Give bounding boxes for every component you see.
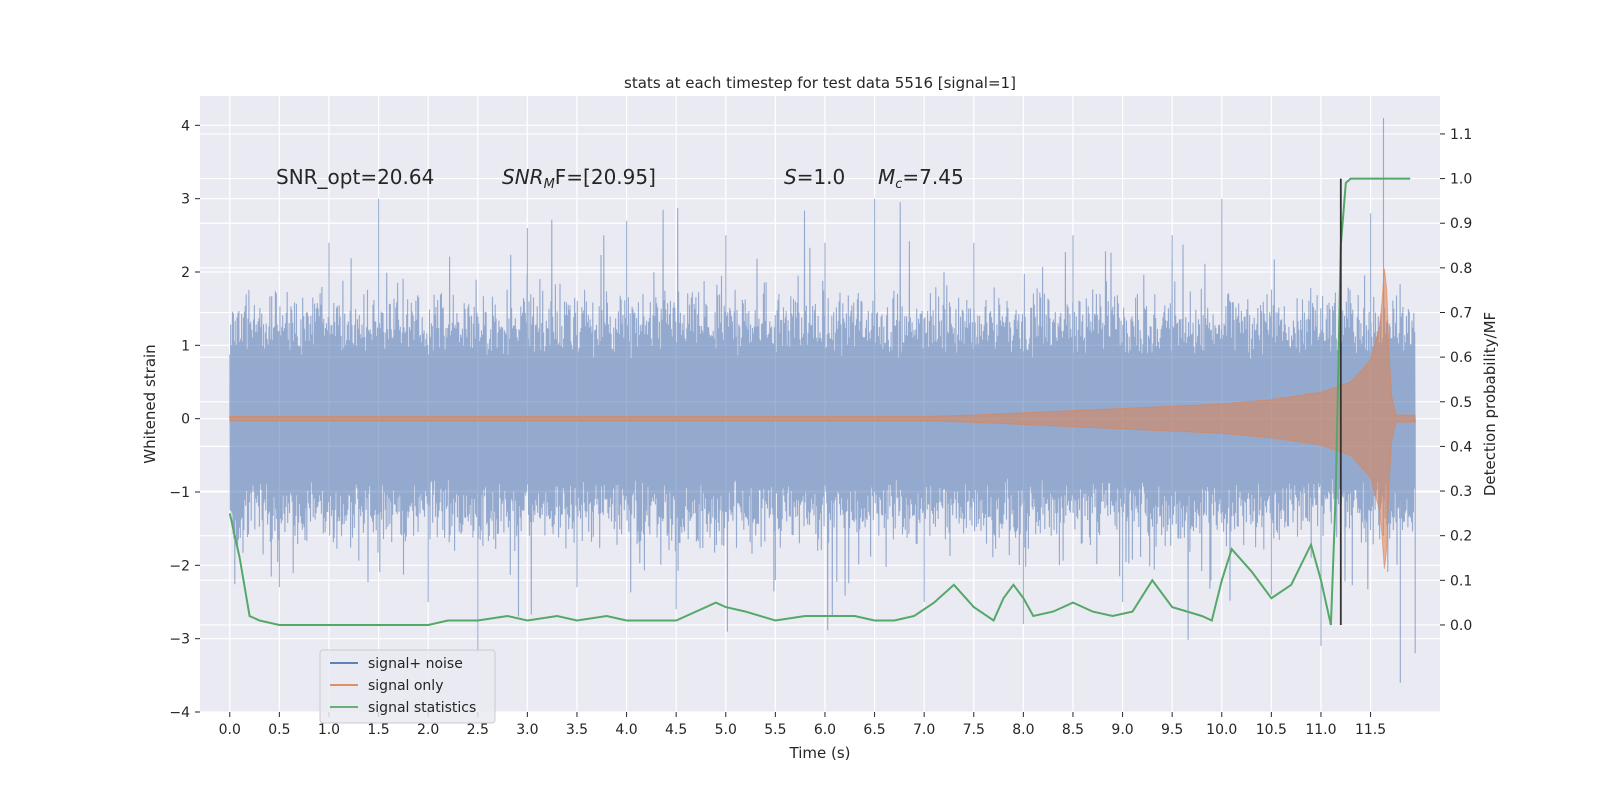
legend-label-signal: signal only [368, 678, 443, 694]
y-right-tick-label: 0.1 [1450, 573, 1472, 589]
signal-noise-line [229, 118, 1416, 683]
legend-label-stats: signal statistics [368, 700, 476, 716]
y-left-axis-label: Whitened strain [141, 344, 159, 463]
y-left-axis-ticks: −4 −3 −2 −1 0 1 2 3 4 [169, 118, 200, 721]
x-tick-label: 0.5 [268, 722, 290, 738]
y-right-tick-label: 0.3 [1450, 484, 1472, 500]
annotation-snr-mf: SNRMF=[20.95] [502, 165, 656, 192]
y-left-tick-label: −2 [169, 558, 190, 574]
y-left-tick-label: −3 [169, 632, 190, 648]
x-tick-label: 1.0 [318, 722, 340, 738]
annotation-mc-sub: c [895, 177, 902, 192]
signal-statistics-series [228, 177, 1411, 626]
x-tick-label: 6.5 [863, 722, 885, 738]
x-tick-label: 3.5 [566, 722, 588, 738]
legend-label-noise: signal+ noise [368, 656, 463, 672]
x-tick-label: 2.0 [417, 722, 439, 738]
y-right-axis-label: Detection probability/MF [1481, 312, 1499, 496]
x-tick-label: 2.5 [467, 722, 489, 738]
legend: signal+ noise signal only signal statist… [319, 649, 496, 724]
annotation-mc: Mc=7.45 [878, 165, 964, 192]
annotation-s-suffix: =1.0 [797, 165, 846, 189]
y-right-tick-label: 0.7 [1450, 305, 1472, 321]
y-right-tick-label: 1.0 [1450, 172, 1472, 188]
annotation-mc-prefix: M [878, 165, 895, 189]
annotation-s: S=1.0 [784, 165, 845, 189]
y-right-tick-label: 0.6 [1450, 350, 1472, 366]
x-tick-label: 1.5 [367, 722, 389, 738]
chart-title: stats at each timestep for test data 551… [624, 74, 1016, 92]
y-right-axis-ticks: 0.0 0.1 0.2 0.3 0.4 0.5 0.6 0.7 0.8 0.9 1.0 1.1 [1440, 127, 1472, 634]
x-tick-label: 0.0 [219, 722, 241, 738]
x-tick-label: 11.5 [1355, 722, 1386, 738]
signal-only-envelope [229, 268, 1416, 569]
y-right-tick-label: 0.0 [1450, 618, 1472, 634]
y-right-tick-label: 0.5 [1450, 395, 1472, 411]
y-left-tick-label: 0 [181, 412, 190, 428]
x-tick-label: 5.5 [764, 722, 786, 738]
annotation-snr-opt: SNR_opt=20.64 [276, 165, 434, 189]
y-right-tick-label: 0.9 [1450, 216, 1472, 232]
y-left-tick-label: 3 [181, 192, 190, 208]
y-right-tick-label: 0.2 [1450, 529, 1472, 545]
x-tick-label: 8.0 [1012, 722, 1034, 738]
y-right-tick-label: 0.8 [1450, 261, 1472, 277]
x-tick-label: 9.0 [1111, 722, 1133, 738]
annotation-s-prefix: S [784, 165, 797, 189]
signal-noise-series [229, 118, 1416, 683]
y-left-tick-label: −4 [169, 705, 190, 721]
x-axis-ticks: 0.0 0.5 1.0 1.5 2.0 2.5 3.0 3.5 4.0 4.5 5.0 5.5 6.0 6… [219, 712, 1386, 738]
x-tick-label: 8.5 [1062, 722, 1084, 738]
x-tick-label: 3.0 [516, 722, 538, 738]
annotation-snr-mf-sub: M [544, 177, 555, 192]
y-right-tick-label: 1.1 [1450, 127, 1472, 143]
y-left-tick-label: 2 [181, 265, 190, 281]
x-tick-label: 10.0 [1206, 722, 1237, 738]
x-tick-label: 11.0 [1305, 722, 1336, 738]
signal-only-series [229, 268, 1416, 569]
x-axis-label: Time (s) [789, 744, 851, 762]
x-tick-label: 10.5 [1256, 722, 1287, 738]
x-tick-label: 5.0 [715, 722, 737, 738]
y-left-tick-label: 1 [181, 338, 190, 354]
annotation-snr-mf-suffix: F=[20.95] [555, 165, 656, 189]
x-tick-label: 4.0 [615, 722, 637, 738]
x-tick-label: 7.5 [963, 722, 985, 738]
x-tick-label: 6.0 [814, 722, 836, 738]
x-tick-label: 7.0 [913, 722, 935, 738]
y-left-tick-label: 4 [181, 118, 190, 134]
x-tick-label: 4.5 [665, 722, 687, 738]
legend-box [319, 649, 496, 724]
y-right-tick-label: 0.4 [1450, 439, 1472, 455]
signal-statistics-line [228, 177, 1411, 626]
annotation-snr-mf-prefix: SNR [502, 165, 544, 189]
y-left-tick-label: −1 [169, 485, 190, 501]
x-tick-label: 9.5 [1161, 722, 1183, 738]
annotation-mc-suffix: =7.45 [902, 165, 963, 189]
